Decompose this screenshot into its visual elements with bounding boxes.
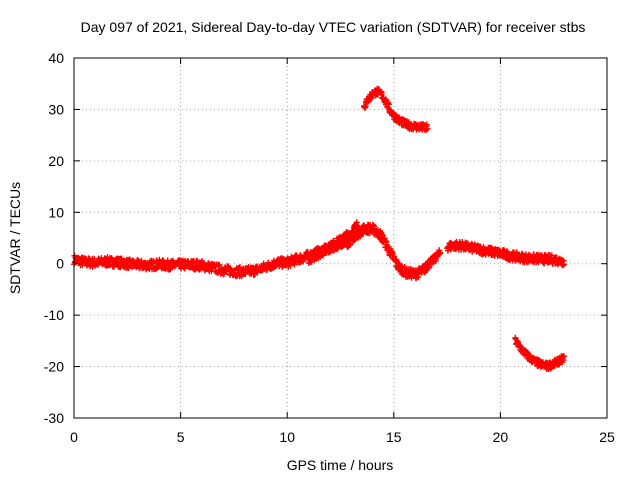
point-markers: [444, 238, 567, 269]
point-markers: [343, 221, 431, 282]
series-hump: [343, 221, 431, 282]
series-join: [420, 247, 444, 276]
x-tick-label: 0: [70, 429, 78, 445]
x-axis-label: GPS time / hours: [287, 457, 394, 473]
point-markers: [512, 334, 567, 372]
series-upper-arc: [361, 85, 431, 133]
plot-frame: [73, 57, 608, 419]
y-axis-label: SDTVAR / TECUs: [7, 182, 23, 294]
y-tick-label: 30: [48, 101, 64, 117]
y-tick-label: 10: [48, 204, 64, 220]
series-lower-arc: [512, 334, 567, 372]
x-tick-label: 15: [386, 429, 402, 445]
x-tick-label: 10: [279, 429, 295, 445]
y-tick-label: 20: [48, 153, 64, 169]
y-tick-label: -30: [44, 410, 64, 426]
y-tick-labels: -30 -20 -10 0 10 20 30 40: [44, 50, 64, 426]
y-tick-label: 0: [56, 256, 64, 272]
chart-title: Day 097 of 2021, Sidereal Day-to-day VTE…: [81, 19, 586, 35]
series-evening: [444, 238, 567, 269]
data-points: [71, 85, 567, 372]
y-tick-label: -20: [44, 359, 64, 375]
x-tick-labels: 0 5 10 15 20 25: [70, 429, 615, 445]
x-tick-label: 25: [599, 429, 615, 445]
x-tick-label: 20: [493, 429, 509, 445]
x-tick-label: 5: [177, 429, 185, 445]
point-markers: [420, 247, 444, 276]
axis-ticks: [73, 57, 608, 419]
point-markers: [361, 85, 431, 133]
y-tick-label: -10: [44, 307, 64, 323]
y-tick-label: 40: [48, 50, 64, 66]
